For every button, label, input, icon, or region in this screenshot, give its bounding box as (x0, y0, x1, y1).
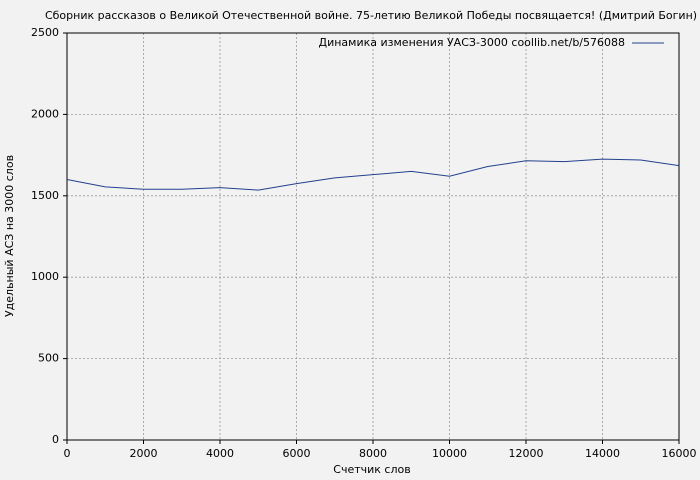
legend-label: Динамика изменения УАСЗ-3000 coollib.net… (319, 36, 626, 49)
x-axis-label: Счетчик слов (333, 463, 410, 476)
y-tick-label: 1000 (31, 270, 59, 283)
x-tick-label: 6000 (283, 447, 311, 460)
y-tick-label: 1500 (31, 189, 59, 202)
y-tick-label: 500 (38, 352, 59, 365)
y-tick-label: 0 (52, 433, 59, 446)
x-tick-label: 2000 (130, 447, 158, 460)
x-tick-label: 8000 (359, 447, 387, 460)
x-tick-label: 14000 (585, 447, 620, 460)
chart-title: Сборник рассказов о Великой Отечественно… (45, 9, 697, 22)
x-tick-label: 16000 (662, 447, 697, 460)
y-axis-label: Удельный АСЗ на 3000 слов (3, 155, 16, 317)
y-tick-label: 2500 (31, 26, 59, 39)
data-line (66, 158, 680, 191)
x-tick-label: 4000 (206, 447, 234, 460)
x-tick-label: 0 (64, 447, 71, 460)
plot-frame (66, 32, 680, 441)
x-tick-label: 12000 (509, 447, 544, 460)
y-tick-label: 2000 (31, 107, 59, 120)
x-tick-label: 10000 (432, 447, 467, 460)
